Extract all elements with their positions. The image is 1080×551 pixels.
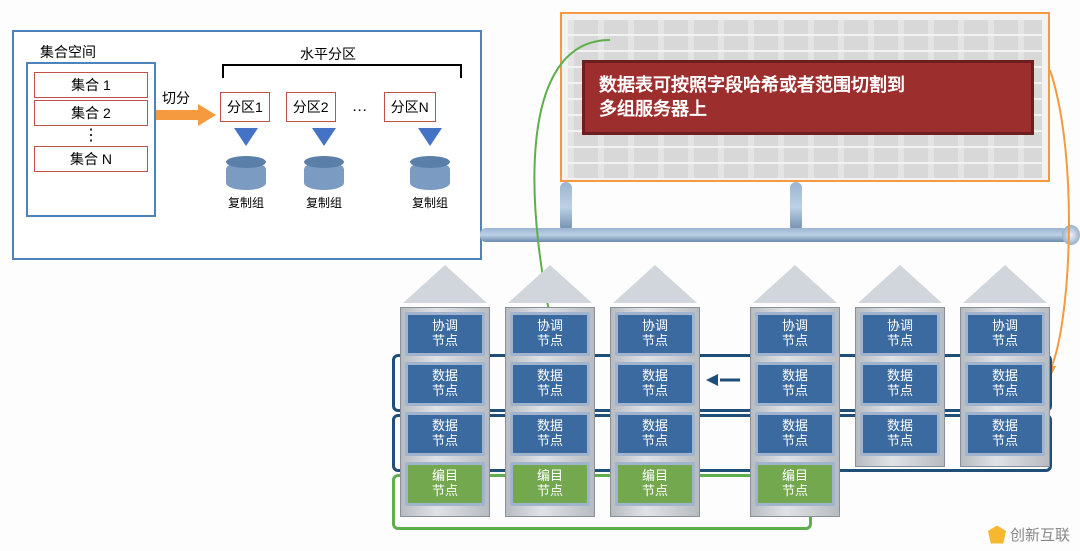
server-stack: 协调节点数据节点数据节点 (960, 265, 1050, 467)
coord-node: 协调节点 (615, 312, 695, 356)
server-body: 协调节点数据节点数据节点编目节点 (400, 307, 490, 517)
data-node: 数据节点 (405, 412, 485, 456)
data-node: 数据节点 (510, 412, 590, 456)
data-node: 数据节点 (405, 362, 485, 406)
data-node: 数据节点 (860, 412, 940, 456)
server-roof-icon (508, 265, 592, 303)
catalog-node: 编目节点 (615, 462, 695, 506)
catalog-node: 编目节点 (755, 462, 835, 506)
coord-node: 协调节点 (965, 312, 1045, 356)
server-roof-icon (963, 265, 1047, 303)
coord-node: 协调节点 (510, 312, 590, 356)
data-row-outline-1 (392, 354, 1052, 412)
catalog-node: 编目节点 (405, 462, 485, 506)
data-node: 数据节点 (615, 362, 695, 406)
catalog-node: 编目节点 (510, 462, 590, 506)
server-stack: 协调节点数据节点数据节点编目节点 (750, 265, 840, 517)
data-node: 数据节点 (510, 362, 590, 406)
data-node: 数据节点 (965, 362, 1045, 406)
server-stack: 协调节点数据节点数据节点编目节点 (505, 265, 595, 517)
brand-watermark: 创新互联 (988, 524, 1070, 545)
server-body: 协调节点数据节点数据节点 (855, 307, 945, 467)
server-roof-icon (613, 265, 697, 303)
brand-icon (988, 526, 1006, 544)
data-row-outline-2 (392, 414, 1052, 472)
data-node: 数据节点 (755, 412, 835, 456)
coord-node: 协调节点 (860, 312, 940, 356)
coord-node: 协调节点 (755, 312, 835, 356)
server-stack: 协调节点数据节点数据节点 (855, 265, 945, 467)
server-body: 协调节点数据节点数据节点编目节点 (505, 307, 595, 517)
data-node: 数据节点 (615, 412, 695, 456)
data-node: 数据节点 (755, 362, 835, 406)
server-roof-icon (753, 265, 837, 303)
data-node: 数据节点 (965, 412, 1045, 456)
server-roof-icon (858, 265, 942, 303)
server-stack: 协调节点数据节点数据节点编目节点 (400, 265, 490, 517)
server-body: 协调节点数据节点数据节点 (960, 307, 1050, 467)
data-node: 数据节点 (860, 362, 940, 406)
server-roof-icon (403, 265, 487, 303)
brand-text: 创新互联 (1010, 524, 1070, 545)
coord-node: 协调节点 (405, 312, 485, 356)
server-body: 协调节点数据节点数据节点编目节点 (610, 307, 700, 517)
server-stack: 协调节点数据节点数据节点编目节点 (610, 265, 700, 517)
server-body: 协调节点数据节点数据节点编目节点 (750, 307, 840, 517)
